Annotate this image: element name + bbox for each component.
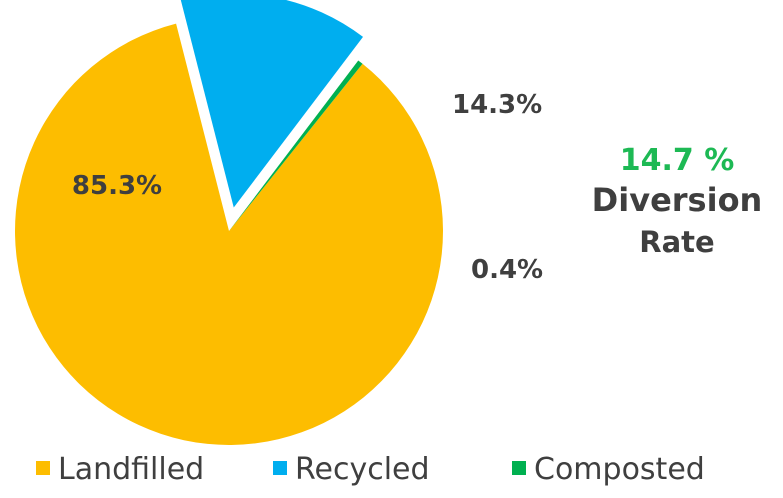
pie-slices [14,0,443,445]
legend-item-landfilled: Landfilled [36,452,204,487]
legend-swatch-recycled [273,461,287,475]
legend-label-landfilled: Landfilled [58,452,204,487]
diversion-rate-title: Diversion [592,181,763,219]
diversion-rate-annotation: 14.7 % Diversion Rate [592,143,763,259]
slice-labels: 85.3% 14.3% 0.4% [72,90,543,285]
slice-label-landfilled: 85.3% [72,171,162,201]
chart-legend: Landfilled Recycled Composted [36,452,705,487]
legend-label-recycled: Recycled [295,452,430,487]
slice-label-composted: 0.4% [471,255,543,285]
legend-item-composted: Composted [512,452,705,487]
slice-label-recycled: 14.3% [452,90,542,120]
legend-item-recycled: Recycled [273,452,430,487]
legend-swatch-composted [512,461,526,475]
pie-slice-landfilled [14,23,443,445]
pie-slice-composted [229,60,363,231]
legend-label-composted: Composted [534,452,705,487]
diversion-rate-value: 14.7 % [620,143,735,178]
pie-slice-recycled [180,0,364,208]
legend-swatch-landfilled [36,461,50,475]
diversion-rate-subtitle: Rate [639,225,714,259]
